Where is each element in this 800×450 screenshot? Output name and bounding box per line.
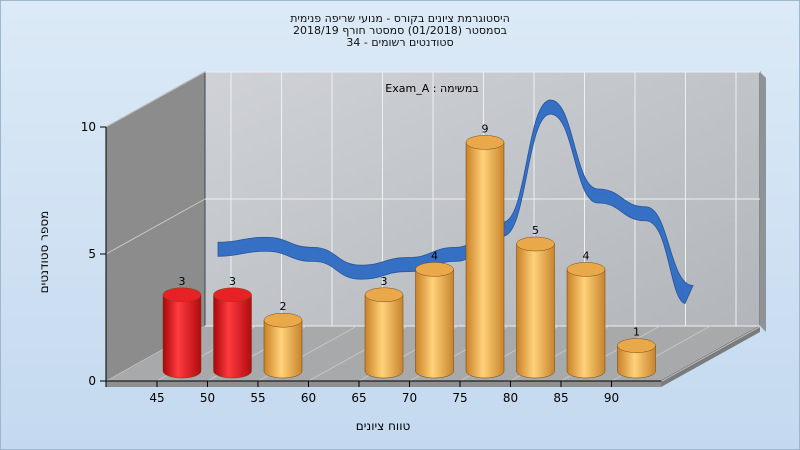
y-tick-label-5: 5 [88, 247, 96, 261]
data-label-65: 3 [381, 275, 388, 288]
bar-cap-50 [213, 287, 252, 303]
data-label-85: 4 [583, 249, 590, 262]
curve-ribbon [217, 99, 694, 304]
x-tick-label-50: 50 [200, 391, 215, 405]
bar-85 [566, 269, 606, 379]
gridline-floor [661, 325, 762, 382]
data-label-75: 9 [482, 122, 489, 135]
bar-55 [263, 319, 303, 379]
floor-side-edge [661, 326, 760, 387]
y-axis-title: מספר סטודנטים [37, 211, 51, 294]
y-tick-label-10: 10 [81, 120, 96, 134]
floor-front-edge [106, 381, 661, 387]
chart-subtitle: Exam_A : במשימה [385, 82, 478, 95]
bar-cap-55 [263, 312, 303, 328]
bar-70 [415, 269, 454, 379]
bar-cap-80 [516, 236, 555, 252]
bars-group: 3 3 2 3 4 9 5 4 1 [162, 122, 656, 379]
gridline-horizontal-side [105, 198, 206, 255]
bar-cap-65 [364, 287, 404, 303]
data-label-70: 4 [431, 249, 438, 262]
bar-65 [364, 294, 404, 379]
x-tick-label-45: 45 [149, 391, 164, 405]
bar-90 [617, 345, 656, 379]
x-tick-label-65: 65 [351, 391, 366, 405]
x-tick-label-55: 55 [250, 391, 265, 405]
chart-title-line-3: סטודנטים רשומים - 34 [346, 36, 454, 49]
gridline-horizontal-side [105, 71, 206, 128]
bar-cap-45 [162, 287, 202, 303]
x-tick-label-60: 60 [301, 391, 316, 405]
chart-title-line-1: היסטוגרמת ציונים בקורס - מנועי שריפה פני… [290, 12, 510, 25]
bar-cap-85 [566, 262, 606, 277]
bar-cap-70 [415, 262, 454, 277]
x-axis-title: טווח ציונים [356, 419, 411, 433]
bar-cap-90 [617, 338, 656, 353]
x-tick-label-90: 90 [604, 391, 619, 405]
x-tick-label-80: 80 [503, 391, 518, 405]
back-wall-right-edge [760, 72, 766, 332]
x-tick-label-85: 85 [553, 391, 568, 405]
data-label-50: 3 [229, 275, 236, 288]
x-tick-label-75: 75 [452, 391, 467, 405]
data-label-90: 1 [633, 326, 640, 339]
data-label-80: 5 [532, 224, 539, 237]
distribution-curve [217, 99, 694, 304]
bar-50 [213, 294, 252, 379]
bar-cap-75 [465, 135, 505, 150]
data-label-45: 3 [179, 275, 186, 288]
bar-75 [465, 142, 505, 379]
x-tick-label-70: 70 [402, 391, 417, 405]
y-tick-label-0: 0 [88, 374, 96, 388]
chart-title-line-2: בסמסטר (01/2018) סמסטר חורף 2018/19 [293, 24, 507, 37]
bar-45 [162, 294, 202, 379]
data-label-55: 2 [280, 300, 287, 313]
bar-80 [516, 243, 555, 379]
